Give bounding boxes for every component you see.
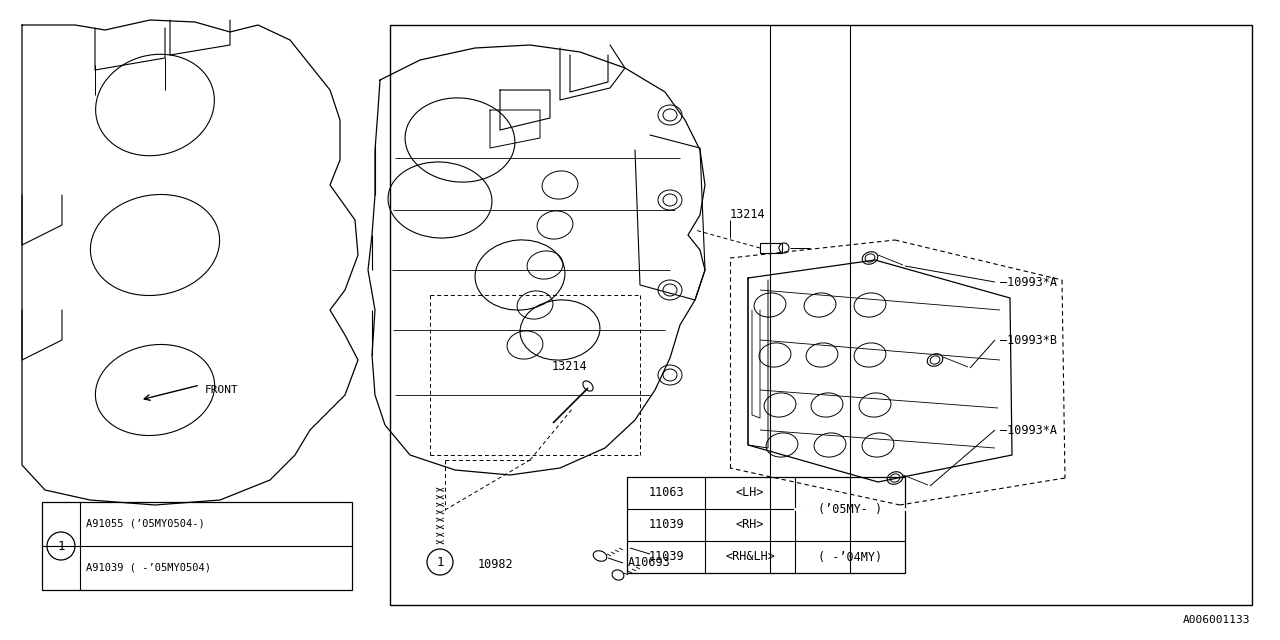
Text: <LH>: <LH> [736, 486, 764, 499]
Text: —10993*B: —10993*B [1000, 333, 1057, 346]
Text: A10693: A10693 [628, 557, 671, 570]
Text: 1: 1 [436, 556, 444, 568]
Bar [390, 25, 1252, 605]
Text: <RH&LH>: <RH&LH> [724, 550, 774, 563]
Text: ( -’04MY): ( -’04MY) [818, 550, 882, 563]
Text: —10993*A: —10993*A [1000, 424, 1057, 436]
Bar [760, 243, 782, 253]
Text: 10982: 10982 [477, 559, 513, 572]
Text: A91055 (’05MY0504-): A91055 (’05MY0504-) [86, 519, 205, 529]
Text: 11063: 11063 [648, 486, 684, 499]
Text: —10993*A: —10993*A [1000, 275, 1057, 289]
Text: 1: 1 [58, 540, 65, 552]
Text: 13214: 13214 [552, 360, 588, 374]
Text: (’05MY- ): (’05MY- ) [818, 502, 882, 515]
Text: 11039: 11039 [648, 550, 684, 563]
Bar [42, 502, 352, 590]
Bar [627, 477, 905, 573]
Text: <RH>: <RH> [736, 518, 764, 531]
Text: 13214: 13214 [730, 209, 765, 221]
Text: A91039 ( -’05MY0504): A91039 ( -’05MY0504) [86, 563, 211, 573]
Text: FRONT: FRONT [205, 385, 239, 395]
Text: A006001133: A006001133 [1183, 615, 1251, 625]
Text: 11039: 11039 [648, 518, 684, 531]
